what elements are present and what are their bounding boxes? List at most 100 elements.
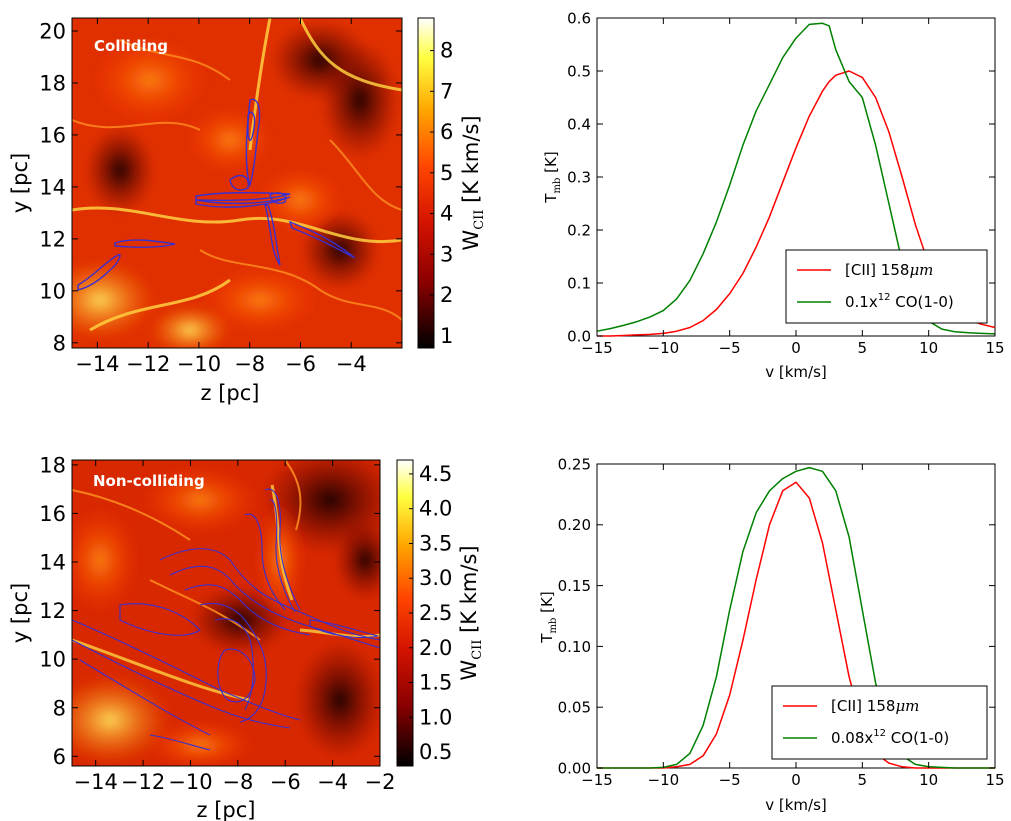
colliding-spectrum-ytick-label: 0.0 bbox=[567, 327, 591, 345]
colliding-ytick-label: 16 bbox=[39, 123, 66, 147]
colliding-spectrum-ytick-label: 0.6 bbox=[567, 9, 591, 27]
colliding-cbtick-label: 8 bbox=[440, 39, 453, 63]
colliding-ytick-label: 10 bbox=[39, 279, 66, 303]
non-colliding-spectrum-ytick-label: 0.15 bbox=[558, 577, 591, 595]
non-colliding-spectrum-panel: −15 −10 −5 0 5 10 15 0.000.050.100.150.200.25 … bbox=[538, 455, 1005, 814]
non-colliding-spectrum-x-axis-label: v [km/s] bbox=[765, 796, 827, 814]
colliding-ytick-label: 14 bbox=[39, 175, 66, 199]
colliding-xtick-label: −8 bbox=[234, 352, 265, 376]
non-colliding-spectrum-ytick-label: 0.20 bbox=[558, 516, 591, 534]
non-colliding-spectrum-y-ticks: 0.00 0.05 0.10 0.15 0.20 0.25 bbox=[558, 455, 995, 777]
colliding-cbtick-label: 3 bbox=[440, 242, 453, 266]
colliding-spectrum-xtick-label: 0 bbox=[791, 339, 801, 357]
colliding-spectrum-x-axis-label: v [km/s] bbox=[765, 363, 827, 381]
non-colliding-ytick-label: 12 bbox=[39, 599, 66, 623]
non-colliding-xtick-label: −10 bbox=[168, 770, 212, 794]
colliding-cbtick-label: 5 bbox=[440, 161, 453, 185]
colliding-cbtick-label: 4 bbox=[440, 202, 453, 226]
colliding-y-ticks: 8 10 12 14 16 18 20 bbox=[39, 20, 402, 355]
colliding-xtick-label: −4 bbox=[336, 352, 367, 376]
non-colliding-cbtick-label: 4.0 bbox=[419, 497, 452, 521]
colliding-cbtick-label: 1 bbox=[440, 324, 453, 348]
non-colliding-xtick-label: −4 bbox=[317, 770, 348, 794]
non-colliding-spectrum-xtick-label: 10 bbox=[919, 771, 938, 789]
colliding-heatmap-image: Colliding bbox=[72, 18, 402, 348]
colliding-contours bbox=[77, 98, 356, 291]
colliding-cbtick-label: 2 bbox=[440, 283, 453, 307]
colliding-spectrum-ytick-label: 0.4 bbox=[567, 115, 591, 133]
non-colliding-spectrum-ytick-label: 0.25 bbox=[558, 455, 591, 473]
non-colliding-heatmap-image: Non-colliding bbox=[72, 460, 380, 766]
non-colliding-spectrum-xtick-label: −5 bbox=[719, 771, 741, 789]
non-colliding-cbtick-label: 2.0 bbox=[419, 636, 452, 660]
colliding-ytick-label: 20 bbox=[39, 20, 66, 44]
colliding-spectrum-xtick-label: −10 bbox=[648, 339, 680, 357]
colliding-spectrum-xtick-label: 5 bbox=[858, 339, 868, 357]
colliding-spectrum-xtick-label: −15 bbox=[581, 339, 613, 357]
colliding-xtick-label: −12 bbox=[126, 352, 170, 376]
non-colliding-cbtick-label: 1.5 bbox=[419, 671, 452, 695]
non-colliding-colorbar-ticks: 0.5 1.0 1.5 2.0 2.5 3.0 3.5 4.0 4.5 bbox=[409, 462, 452, 764]
colliding-spectrum-ytick-label: 0.3 bbox=[567, 168, 591, 186]
non-colliding-xtick-label: −2 bbox=[365, 770, 396, 794]
legend-label-co: 0.1x12 CO(1-0) bbox=[845, 292, 954, 311]
non-colliding-spectrum-y-axis-label: Tmb [K] bbox=[538, 591, 559, 643]
colliding-spectrum-legend: [CII] 158μm 0.1x12 CO(1-0) bbox=[785, 249, 988, 324]
colliding-colorbar-label: WCII [K km/s] bbox=[459, 115, 487, 250]
colliding-heatmap-panel: Colliding −14 −12 −10 −8 −6 −4 8101214161820 … bbox=[8, 17, 487, 405]
non-colliding-ytick-label: 16 bbox=[39, 502, 66, 526]
non-colliding-spectrum-ytick-label: 0.00 bbox=[558, 759, 591, 777]
non-colliding-xtick-label: −12 bbox=[121, 770, 165, 794]
non-colliding-heatmap-panel: Non-colliding −14 −12 −10 −8 −6 −4 −2 6 8 10 12 14… bbox=[8, 453, 485, 821]
non-colliding-cbtick-label: 1.0 bbox=[419, 705, 452, 729]
colliding-xtick-label: −6 bbox=[285, 352, 316, 376]
non-colliding-panel-label: Non-colliding bbox=[93, 472, 205, 490]
colliding-spectrum-y-ticks: 0.0 0.1 0.2 0.3 0.4 0.5 0.6 bbox=[567, 9, 995, 345]
non-colliding-spectrum-xtick-label: −15 bbox=[581, 771, 613, 789]
colliding-spectrum-ytick-label: 0.2 bbox=[567, 221, 591, 239]
non-colliding-cbtick-label: 2.5 bbox=[419, 601, 452, 625]
non-colliding-xtick-label: −8 bbox=[222, 770, 253, 794]
non-colliding-cbtick-label: 3.0 bbox=[419, 566, 452, 590]
non-colliding-spectrum-xtick-label: 15 bbox=[985, 771, 1004, 789]
colliding-xtick-label: −10 bbox=[177, 352, 221, 376]
non-colliding-cbtick-label: 0.5 bbox=[419, 740, 452, 764]
non-colliding-spectrum-xtick-label: 0 bbox=[791, 771, 801, 789]
non-colliding-ytick-label: 14 bbox=[39, 551, 66, 575]
non-colliding-xtick-label: −6 bbox=[270, 770, 301, 794]
colliding-ytick-label: 8 bbox=[53, 331, 66, 355]
non-colliding-spectrum-legend: [CII] 158μm 0.08x12 CO(1-0) bbox=[771, 685, 988, 760]
legend-label-cii-2: [CII] 158μm bbox=[831, 697, 919, 715]
colliding-spectrum-xtick-label: 10 bbox=[919, 339, 938, 357]
non-colliding-spectrum-xtick-label: 5 bbox=[858, 771, 868, 789]
legend-label-co-2: 0.08x12 CO(1-0) bbox=[831, 728, 949, 747]
colliding-spectrum-y-axis-label: Tmb [K] bbox=[542, 151, 563, 203]
colliding-cbtick-label: 7 bbox=[440, 79, 453, 103]
colliding-xtick-label: −14 bbox=[75, 352, 119, 376]
colliding-x-ticks: −14 −12 −10 −8 −6 −4 bbox=[75, 18, 367, 376]
colliding-spectrum-xtick-label: −5 bbox=[719, 339, 741, 357]
non-colliding-y-axis-label: y [pc] bbox=[8, 583, 32, 643]
non-colliding-spectrum-series-0-line bbox=[597, 481, 995, 769]
colliding-ytick-label: 18 bbox=[39, 72, 66, 96]
non-colliding-x-axis-label: z [pc] bbox=[197, 798, 256, 821]
non-colliding-spectrum-ytick-label: 0.10 bbox=[558, 638, 591, 656]
non-colliding-x-ticks: −14 −12 −10 −8 −6 −4 −2 bbox=[74, 460, 396, 794]
non-colliding-cbtick-label: 4.5 bbox=[419, 462, 452, 486]
colliding-colorbar bbox=[417, 17, 435, 349]
legend-label-cii: [CII] 158μm bbox=[845, 261, 933, 279]
colliding-spectrum-ytick-label: 0.1 bbox=[567, 274, 591, 292]
non-colliding-contours bbox=[72, 488, 380, 751]
colliding-spectrum-x-ticks: −15 −10 −5 0 5 10 15 bbox=[581, 18, 1005, 357]
non-colliding-ytick-label: 6 bbox=[53, 745, 66, 769]
colliding-ytick-label: 12 bbox=[39, 227, 66, 251]
colliding-spectrum-ytick-label: 0.5 bbox=[567, 62, 591, 80]
colliding-cbtick-label: 6 bbox=[440, 120, 453, 144]
non-colliding-colorbar-label: WCII [K km/s] bbox=[457, 545, 485, 680]
non-colliding-spectrum-xtick-label: −10 bbox=[648, 771, 680, 789]
non-colliding-spectrum-ytick-label: 0.05 bbox=[558, 699, 591, 717]
colliding-spectrum-panel: −15 −10 −5 0 5 10 15 0.0 0.1 0.2 0.3 0.4 0.5 0.6 v [… bbox=[542, 9, 1005, 381]
non-colliding-ytick-label: 8 bbox=[53, 696, 66, 720]
non-colliding-ytick-label: 18 bbox=[39, 453, 66, 477]
